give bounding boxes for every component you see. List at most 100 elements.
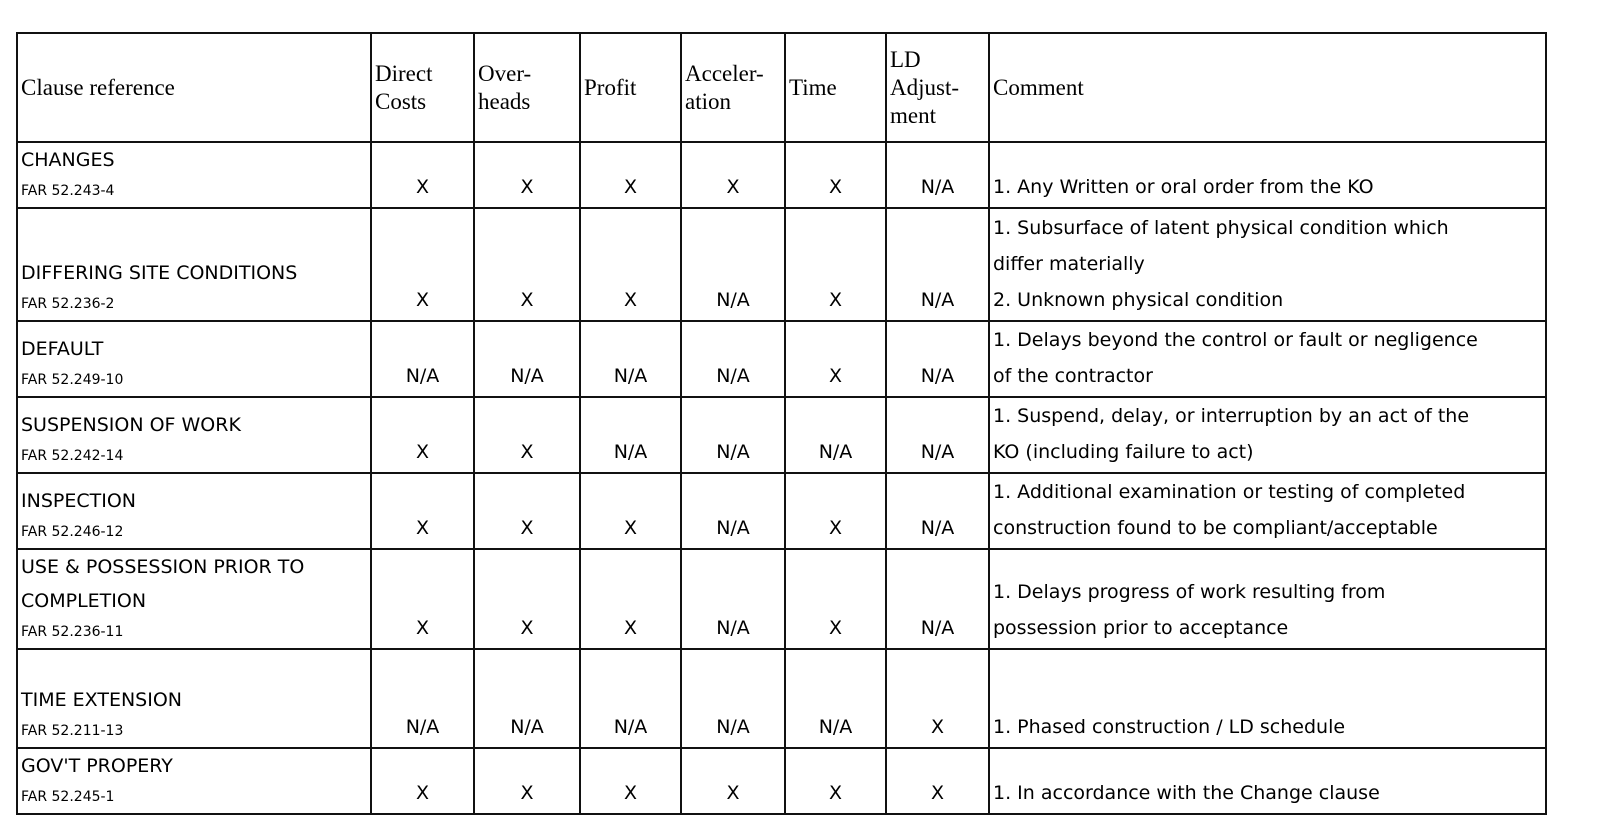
value-cell: X: [784, 747, 887, 815]
clause-name: INSPECTION: [21, 490, 136, 512]
value-cell: X: [473, 141, 581, 209]
comment-cell: 1. Suspend, delay, or interruption by an…: [988, 396, 1547, 474]
value-cell: X: [784, 472, 887, 550]
value-cell: N/A: [680, 320, 786, 398]
comment-line: KO (including failure to act): [993, 441, 1254, 463]
value-cell: X: [784, 141, 887, 209]
comment-line: 2. Unknown physical condition: [993, 289, 1284, 311]
far-reference: FAR 52.249-10: [21, 372, 124, 388]
value-cell: N/A: [370, 320, 475, 398]
value-cell: N/A: [885, 396, 990, 474]
value-cell: X: [579, 141, 682, 209]
value-cell: N/A: [579, 396, 682, 474]
clause-cell: TIME EXTENSION FAR 52.211-13: [16, 648, 372, 749]
value-cell: X: [473, 747, 581, 815]
table-row: DEFAULT FAR 52.249-10 N/A N/A N/A N/A X N/A 1. D…: [16, 320, 1547, 398]
value-cell: X: [370, 472, 475, 550]
value-cell: X: [473, 548, 581, 650]
table-row: INSPECTION FAR 52.246-12 X X X N/A X N/A 1. Addi…: [16, 472, 1547, 550]
value-cell: N/A: [579, 648, 682, 749]
value-cell: N/A: [680, 396, 786, 474]
clause-cell: DEFAULT FAR 52.249-10: [16, 320, 372, 398]
comment-line: 1. Any Written or oral order from the KO: [993, 176, 1374, 198]
value-cell: X: [885, 747, 990, 815]
header-acceleration: Acceler-ation: [680, 32, 786, 143]
value-cell: N/A: [885, 320, 990, 398]
clause-name: USE & POSSESSION PRIOR TO: [21, 556, 305, 578]
clause-cell: SUSPENSION OF WORK FAR 52.242-14: [16, 396, 372, 474]
header-profit: Profit: [579, 32, 682, 143]
comment-line: possession prior to acceptance: [993, 617, 1289, 639]
far-reference: FAR 52.245-1: [21, 789, 115, 805]
table-body: CHANGES FAR 52.243-4 X X X X X N/A 1. Any Writte…: [16, 141, 1547, 815]
far-reference: FAR 52.211-13: [21, 723, 124, 739]
header-time: Time: [784, 32, 887, 143]
value-cell: N/A: [885, 472, 990, 550]
value-cell: N/A: [784, 396, 887, 474]
far-reference: FAR 52.236-2: [21, 296, 115, 312]
clause-cell: DIFFERING SITE CONDITIONS FAR 52.236-2: [16, 207, 372, 322]
value-cell: N/A: [473, 320, 581, 398]
comment-line: differ materially: [993, 253, 1145, 275]
table-row: USE & POSSESSION PRIOR TO COMPLETION FAR 5…: [16, 548, 1547, 650]
comment-line: 1. Subsurface of latent physical conditi…: [993, 217, 1449, 239]
value-cell: N/A: [885, 548, 990, 650]
clause-cell: GOV'T PROPERY FAR 52.245-1: [16, 747, 372, 815]
comment-line: 1. Phased construction / LD schedule: [993, 716, 1346, 738]
clause-name: SUSPENSION OF WORK: [21, 414, 241, 436]
header-comment: Comment: [988, 32, 1547, 143]
value-cell: X: [784, 207, 887, 322]
value-cell: X: [680, 747, 786, 815]
value-cell: N/A: [680, 548, 786, 650]
comment-line: of the contractor: [993, 365, 1153, 387]
clause-cell: CHANGES FAR 52.243-4: [16, 141, 372, 209]
comment-cell: 1. Delays beyond the control or fault or…: [988, 320, 1547, 398]
clause-name: COMPLETION: [21, 590, 147, 612]
comment-cell: 1. Delays progress of work resulting fro…: [988, 548, 1547, 650]
comment-cell: 1. Any Written or oral order from the KO: [988, 141, 1547, 209]
clause-name: GOV'T PROPERY: [21, 755, 173, 777]
value-cell: X: [885, 648, 990, 749]
table-row: CHANGES FAR 52.243-4 X X X X X N/A 1. Any Writte…: [16, 141, 1547, 209]
clause-name: TIME EXTENSION: [21, 689, 182, 711]
comment-cell: 1. In accordance with the Change clause: [988, 747, 1547, 815]
comment-line: construction found to be compliant/accep…: [993, 517, 1438, 539]
value-cell: N/A: [680, 207, 786, 322]
value-cell: X: [473, 396, 581, 474]
clause-name: CHANGES: [21, 149, 115, 171]
table-row: GOV'T PROPERY FAR 52.245-1 X X X X X X 1. In acc…: [16, 747, 1547, 815]
comment-cell: 1. Subsurface of latent physical conditi…: [988, 207, 1547, 322]
comment-cell: 1. Additional examination or testing of …: [988, 472, 1547, 550]
header-direct-costs: Direct Costs: [370, 32, 475, 143]
value-cell: X: [370, 141, 475, 209]
value-cell: X: [579, 747, 682, 815]
comment-cell: 1. Phased construction / LD schedule: [988, 648, 1547, 749]
value-cell: X: [370, 396, 475, 474]
table-row: SUSPENSION OF WORK FAR 52.242-14 X X N/A N/A N…: [16, 396, 1547, 474]
value-cell: X: [473, 472, 581, 550]
header-ld-adjustment: LD Adjust-ment: [885, 32, 990, 143]
value-cell: N/A: [473, 648, 581, 749]
clause-name: DEFAULT: [21, 338, 104, 360]
value-cell: X: [370, 207, 475, 322]
header-row: Clause reference Direct Costs Over-heads …: [16, 32, 1547, 143]
value-cell: X: [579, 548, 682, 650]
clause-cell: INSPECTION FAR 52.246-12: [16, 472, 372, 550]
clause-name: DIFFERING SITE CONDITIONS: [21, 262, 298, 284]
clause-cell: USE & POSSESSION PRIOR TO COMPLETION FAR 5…: [16, 548, 372, 650]
far-reference: FAR 52.246-12: [21, 524, 124, 540]
far-reference: FAR 52.242-14: [21, 448, 124, 464]
clause-table: Clause reference Direct Costs Over-heads …: [16, 32, 1547, 815]
value-cell: X: [370, 747, 475, 815]
value-cell: X: [784, 320, 887, 398]
header-overheads: Over-heads: [473, 32, 581, 143]
value-cell: N/A: [680, 648, 786, 749]
value-cell: X: [370, 548, 475, 650]
header-clause-reference: Clause reference: [16, 32, 372, 143]
value-cell: X: [473, 207, 581, 322]
value-cell: N/A: [885, 141, 990, 209]
far-reference: FAR 52.243-4: [21, 183, 115, 199]
value-cell: N/A: [784, 648, 887, 749]
value-cell: X: [579, 207, 682, 322]
value-cell: X: [680, 141, 786, 209]
